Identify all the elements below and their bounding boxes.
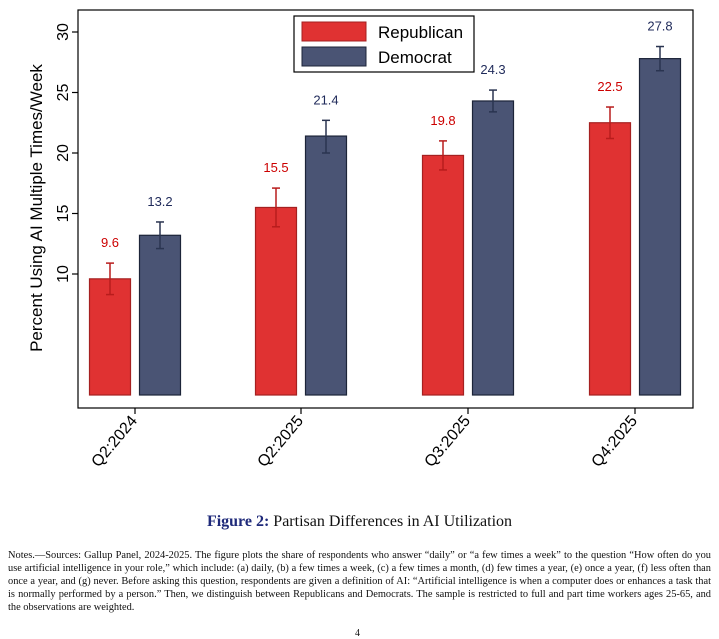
bar-republican-0 <box>88 278 132 396</box>
bar-republican-2 <box>421 154 465 396</box>
bar-chart: 9.6 15.5 19.8 22.5 13.2 21.4 24.3 27.8 10 15 20 25… <box>27 9 694 471</box>
legend-swatch-republican <box>301 21 367 42</box>
figure-number: Figure 2: <box>206 513 270 530</box>
value-label-democrat-3: 27.8 <box>647 19 672 34</box>
y-tick-label-15: 15 <box>55 205 72 223</box>
y-tick-label-10: 10 <box>55 265 72 283</box>
value-label-democrat-0: 13.2 <box>147 194 172 209</box>
error-bar-democrat-2 <box>489 89 497 113</box>
plot-frame <box>77 9 694 409</box>
page-number: 4 <box>355 628 360 639</box>
y-tick-label-30: 30 <box>55 23 72 41</box>
y-tick-label-20: 20 <box>55 144 72 162</box>
value-label-republican-2: 19.8 <box>430 113 455 128</box>
legend: Republican Democrat <box>293 15 475 73</box>
error-bar-democrat-3 <box>656 45 664 72</box>
bar-republican-3 <box>588 122 632 396</box>
x-tick-label-0: Q2:2024 <box>89 413 142 471</box>
bar-democrat-2 <box>471 100 515 396</box>
legend-label-democrat: Democrat <box>378 48 452 67</box>
bar-democrat-1 <box>304 135 348 396</box>
y-tick-label-25: 25 <box>55 84 72 102</box>
value-label-republican-3: 22.5 <box>597 79 622 94</box>
bar-democrat-0 <box>138 234 182 396</box>
y-axis-label: Percent Using AI Multiple Times/Week <box>27 64 46 352</box>
bar-democrat-3 <box>638 58 682 396</box>
error-bar-republican-1 <box>272 187 280 228</box>
value-label-democrat-1: 21.4 <box>313 92 338 107</box>
bar-republican-1 <box>254 206 298 396</box>
error-bar-democrat-1 <box>322 119 330 154</box>
error-bar-republican-2 <box>439 140 447 171</box>
error-bar-republican-3 <box>606 106 614 140</box>
figure-notes: Notes.—Sources: Gallup Panel, 2024-2025.… <box>8 550 711 613</box>
value-label-republican-1: 15.5 <box>263 160 288 175</box>
legend-label-republican: Republican <box>378 23 463 42</box>
x-tick-label-1: Q2:2025 <box>255 413 308 471</box>
value-label-republican-0: 9.6 <box>101 235 119 250</box>
error-bar-democrat-0 <box>156 221 164 250</box>
error-bar-republican-0 <box>106 262 114 296</box>
figure-title: Partisan Differences in AI Utilization <box>273 513 513 530</box>
figure-caption: Figure 2: Partisan Differences in AI Uti… <box>0 513 719 531</box>
legend-swatch-democrat <box>301 46 367 67</box>
x-tick-label-2: Q3:2025 <box>422 413 475 471</box>
x-tick-label-3: Q4:2025 <box>589 413 642 471</box>
value-label-democrat-2: 24.3 <box>480 62 505 77</box>
